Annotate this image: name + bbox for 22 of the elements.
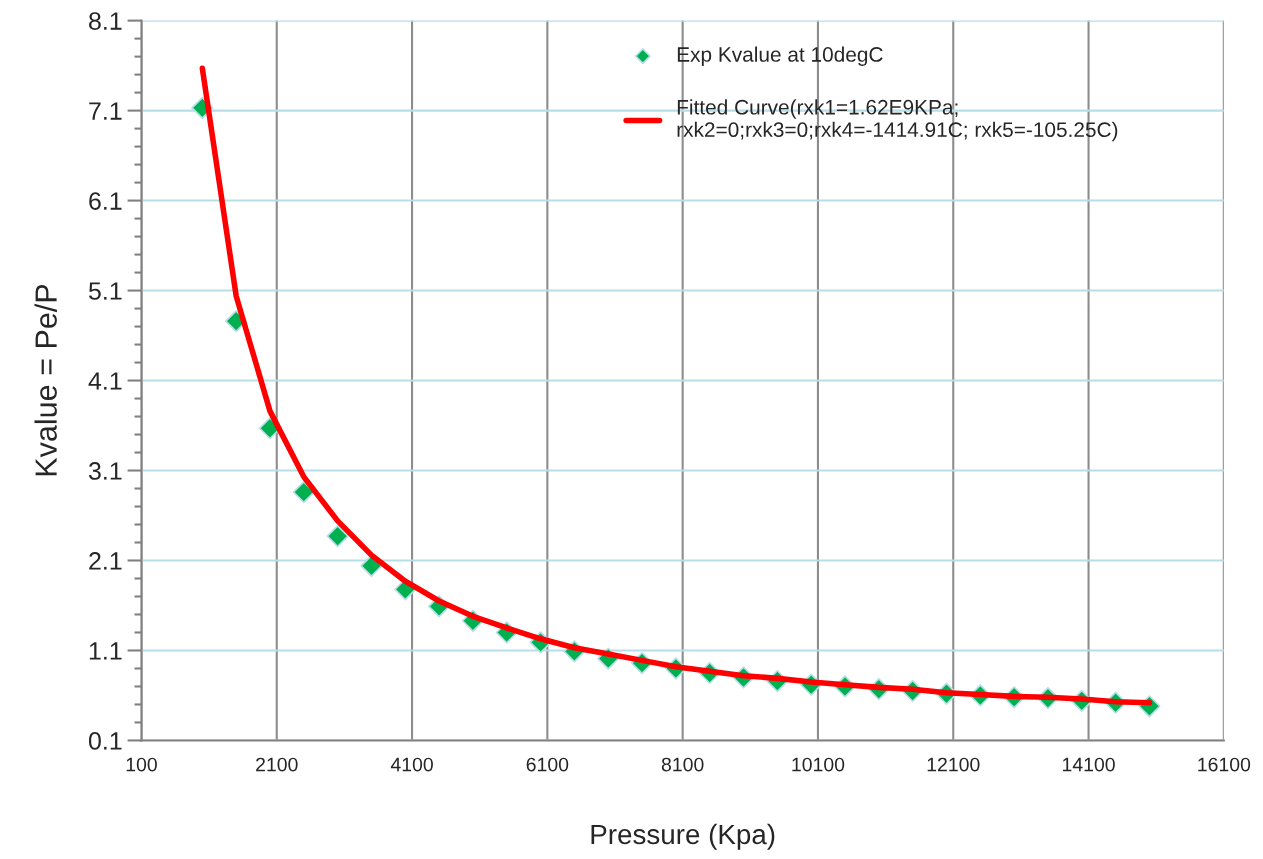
x-tick-label: 16100	[1198, 757, 1251, 772]
y-tick-label: 7.1	[89, 102, 122, 120]
x-tick-label: 10100	[792, 757, 845, 772]
y-tick-label: 5.1	[88, 282, 122, 300]
y-tick-label: 8.1	[89, 12, 122, 30]
x-tick-label: 100	[126, 757, 157, 772]
legend-label: Fitted Curve(rxk1=1.62E9KPa; rxk2=0;rxk3=0;rxk4=-1414.91C; rxk5=-105.25C)	[677, 99, 1118, 142]
y-tick-label: 4.1	[88, 372, 122, 390]
x-tick-label: 6100	[526, 757, 569, 772]
x-tick-label: 8100	[661, 757, 704, 772]
x-tick-label: 2100	[256, 757, 298, 772]
y-tick-label: 2.1	[89, 552, 122, 570]
x-tick-label: 14100	[1063, 757, 1115, 772]
y-tick-label: 6.1	[89, 192, 122, 210]
y-tick-label: 0.1	[88, 732, 122, 750]
x-tick-label: 4100	[390, 757, 433, 772]
y-axis-title: Kvalue = Pe/P	[34, 284, 57, 476]
y-tick-label: 3.1	[88, 462, 122, 480]
legend-label: Exp Kvalue at 10degC	[677, 46, 883, 66]
y-tick-label: 1.1	[89, 642, 122, 660]
x-tick-label: 12100	[927, 757, 980, 772]
x-axis-title: Pressure (Kpa)	[591, 823, 775, 850]
